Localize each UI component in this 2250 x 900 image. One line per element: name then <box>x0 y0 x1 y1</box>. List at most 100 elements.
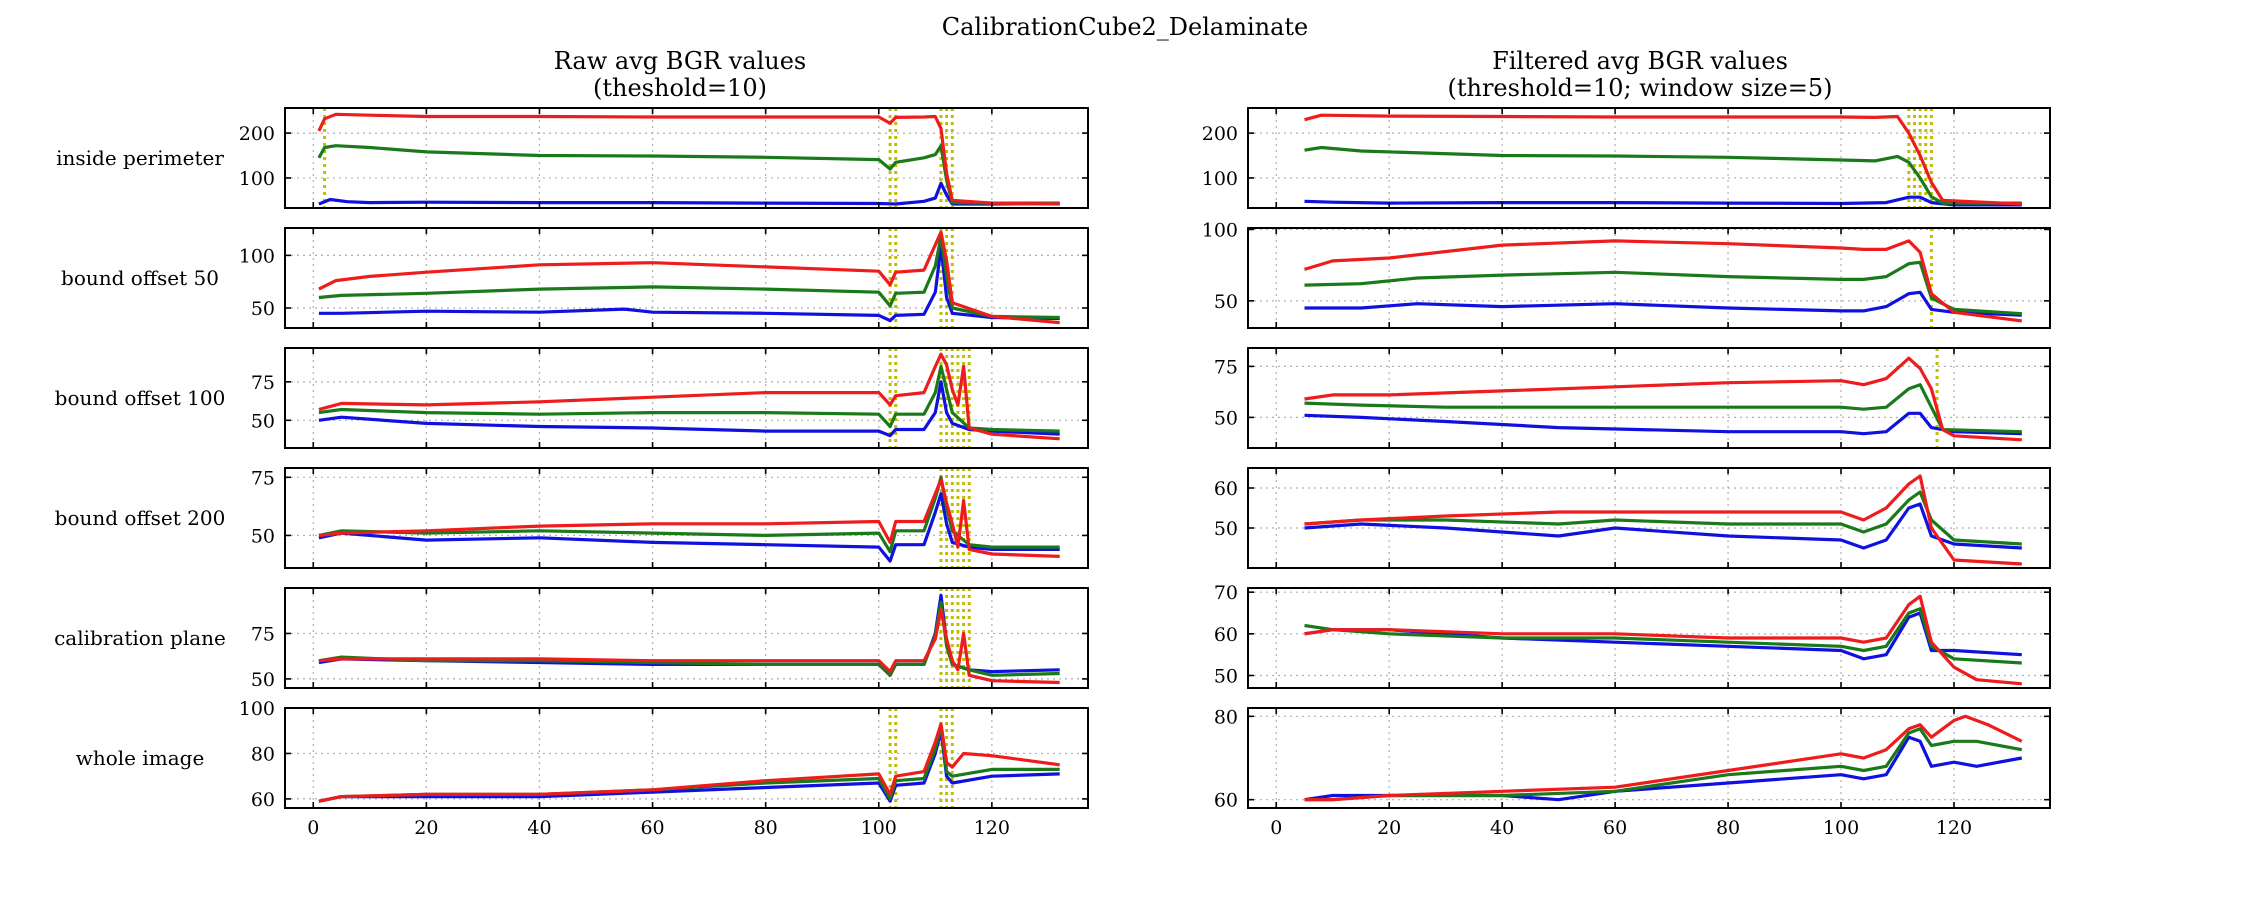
x-tick-label: 80 <box>1716 817 1740 839</box>
x-tick-label: 0 <box>307 817 319 839</box>
y-tick-label: 200 <box>239 123 275 145</box>
row-label: bound offset 100 <box>55 386 226 410</box>
x-tick-label: 40 <box>1490 817 1514 839</box>
row-label: bound offset 200 <box>55 506 226 530</box>
series-green <box>318 364 1060 433</box>
series-blue <box>1304 502 2022 550</box>
series-red <box>318 230 1060 325</box>
series-red <box>1304 113 2022 206</box>
left-column-title-line2: (theshold=10) <box>593 74 767 102</box>
y-tick-label: 100 <box>239 698 275 720</box>
series-red <box>1304 356 2022 442</box>
panel-raw: 50 75 <box>251 467 1089 569</box>
panel-raw: 50 75 <box>251 587 1089 691</box>
axes-frame <box>284 587 1089 689</box>
y-tick-label: 50 <box>251 298 275 320</box>
panel-filtered: 50 60 <box>1214 467 2051 569</box>
y-tick-label: 50 <box>251 410 275 432</box>
y-tick-label: 50 <box>1214 291 1238 313</box>
axes-frame <box>1247 587 2051 689</box>
y-tick-label: 75 <box>1214 356 1238 378</box>
y-tick-label: 50 <box>251 525 275 547</box>
axes-frame <box>284 347 1089 449</box>
y-tick-label: 80 <box>1214 706 1238 728</box>
series-red <box>1304 714 2023 802</box>
x-tick-label: 80 <box>754 817 778 839</box>
panel-filtered: 50 60 70 <box>1214 582 2051 689</box>
axes-frame <box>284 707 1089 809</box>
series-green <box>1304 383 2022 434</box>
series-green <box>318 600 1060 677</box>
panel-raw: 60 80 100 0 20 40 60 80 100 120 <box>239 698 1089 839</box>
series-red <box>1304 474 2022 566</box>
panel-filtered: 50 100 <box>1202 219 2051 329</box>
y-tick-label: 75 <box>251 467 275 489</box>
series-red <box>318 722 1060 803</box>
x-tick-label: 60 <box>1603 817 1627 839</box>
series-red <box>1304 594 2022 686</box>
row-label: inside perimeter <box>56 146 224 170</box>
series-green <box>317 144 1060 205</box>
y-tick-label: 80 <box>251 743 275 765</box>
series-blue <box>318 245 1060 323</box>
panel-filtered: 50 75 <box>1214 347 2051 449</box>
axes-frame <box>1247 107 2051 209</box>
right-column-title-line1: Filtered avg BGR values <box>1492 47 1788 75</box>
axes-frame <box>284 467 1089 569</box>
series-blue <box>318 492 1060 563</box>
panel-filtered: 100 200 <box>1202 107 2051 209</box>
axes-frame <box>284 107 1089 209</box>
row-label: calibration plane <box>54 626 226 650</box>
x-tick-label: 120 <box>974 817 1010 839</box>
y-tick-label: 100 <box>239 168 275 190</box>
x-tick-label: 100 <box>1823 817 1859 839</box>
y-tick-label: 70 <box>1214 582 1238 604</box>
row-label: whole image <box>76 746 205 770</box>
y-tick-label: 100 <box>1202 219 1238 241</box>
y-tick-label: 100 <box>1202 168 1238 190</box>
y-tick-label: 50 <box>1214 407 1238 429</box>
figure-title: CalibrationCube2_Delaminate <box>942 13 1309 41</box>
series-red <box>318 608 1060 685</box>
series-red <box>318 478 1060 558</box>
series-red <box>317 112 1060 206</box>
left-column-title-line1: Raw avg BGR values <box>554 47 806 75</box>
axes-frame <box>1247 707 2051 809</box>
y-tick-label: 60 <box>1214 624 1238 646</box>
series-blue <box>1304 411 2022 436</box>
right-column-title-line2: (threshold=10; window size=5) <box>1447 74 1832 102</box>
panel-raw: 50 75 <box>251 347 1089 449</box>
y-tick-label: 60 <box>251 789 275 811</box>
x-tick-label: 0 <box>1270 817 1282 839</box>
x-tick-label: 20 <box>1377 817 1401 839</box>
panel-raw: 100 200 <box>239 107 1089 209</box>
axes-frame <box>284 227 1089 329</box>
y-tick-label: 200 <box>1202 123 1238 145</box>
y-tick-label: 60 <box>1214 478 1238 500</box>
y-tick-label: 100 <box>239 245 275 267</box>
panel-filtered: 60 80 0 20 40 60 80 100 120 <box>1214 706 2051 839</box>
series-blue <box>1304 735 2023 802</box>
panel-raw: 50 100 <box>239 227 1089 329</box>
axes-frame <box>1247 227 2051 329</box>
series-green <box>1304 145 2022 205</box>
x-tick-label: 60 <box>640 817 664 839</box>
series-red <box>318 352 1060 441</box>
series-blue <box>1304 290 2022 317</box>
y-tick-label: 75 <box>251 372 275 394</box>
row-label: bound offset 50 <box>61 266 219 290</box>
x-tick-label: 100 <box>861 817 897 839</box>
y-tick-label: 50 <box>1214 518 1238 540</box>
y-tick-label: 75 <box>251 623 275 645</box>
y-tick-label: 50 <box>251 669 275 691</box>
axes-frame <box>1247 347 2051 449</box>
y-tick-label: 50 <box>1214 666 1238 688</box>
y-tick-label: 60 <box>1214 790 1238 812</box>
x-tick-label: 20 <box>414 817 438 839</box>
x-tick-label: 40 <box>527 817 551 839</box>
series-red <box>1304 239 2023 323</box>
series-blue <box>318 380 1060 438</box>
x-tick-label: 120 <box>1936 817 1972 839</box>
